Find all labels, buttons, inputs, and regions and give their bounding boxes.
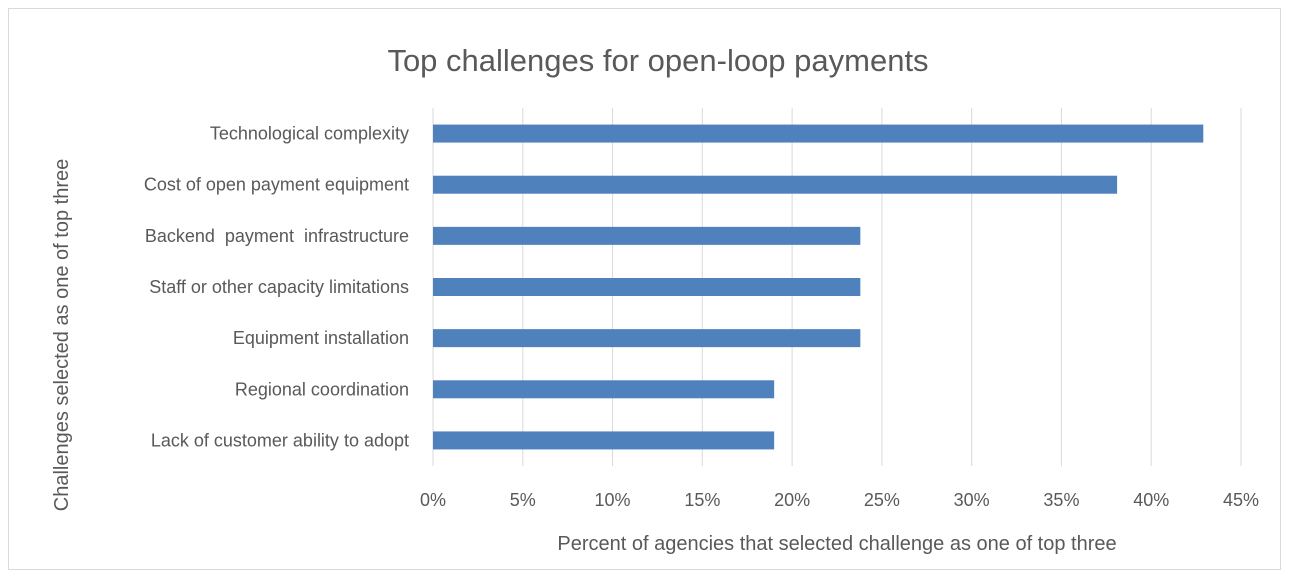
x-tick-label: 20% (774, 490, 810, 510)
x-axis-title: Percent of agencies that selected challe… (557, 533, 1116, 555)
x-tick-label: 40% (1133, 490, 1169, 510)
category-label: Cost of open payment equipment (144, 175, 409, 195)
chart-title: Top challenges for open-loop payments (387, 43, 928, 78)
x-tick-label: 0% (420, 490, 446, 510)
x-tick-label: 15% (684, 490, 720, 510)
bar (433, 431, 775, 450)
bar (433, 175, 1118, 194)
x-tick-labels: 0% 5% 10% 15% 20% 25% 30% 35% 40% 45% (420, 490, 1259, 510)
category-label: Staff or other capacity limitations (149, 277, 409, 297)
x-tick-label: 45% (1223, 490, 1259, 510)
category-labels: Technological complexity Cost of open pay… (144, 124, 409, 451)
x-tick-label: 35% (1043, 490, 1079, 510)
bar (433, 380, 775, 399)
bars (433, 124, 1204, 450)
category-label: Equipment installation (233, 328, 409, 348)
category-label: Backend payment infrastructure (145, 226, 409, 246)
bar (433, 329, 861, 348)
bar (433, 278, 861, 296)
x-tick-label: 5% (510, 490, 536, 510)
category-label: Regional coordination (235, 379, 409, 399)
gridlines (432, 108, 1242, 466)
category-label: Technological complexity (210, 124, 409, 144)
x-tick-label: 25% (864, 490, 900, 510)
x-tick-label: 10% (595, 490, 631, 510)
y-axis-title: Challenges selected as one of top three (51, 159, 73, 511)
x-tick-label: 30% (954, 490, 990, 510)
bar (433, 124, 1204, 143)
category-label: Lack of customer ability to adopt (151, 430, 409, 450)
bar (433, 226, 861, 245)
